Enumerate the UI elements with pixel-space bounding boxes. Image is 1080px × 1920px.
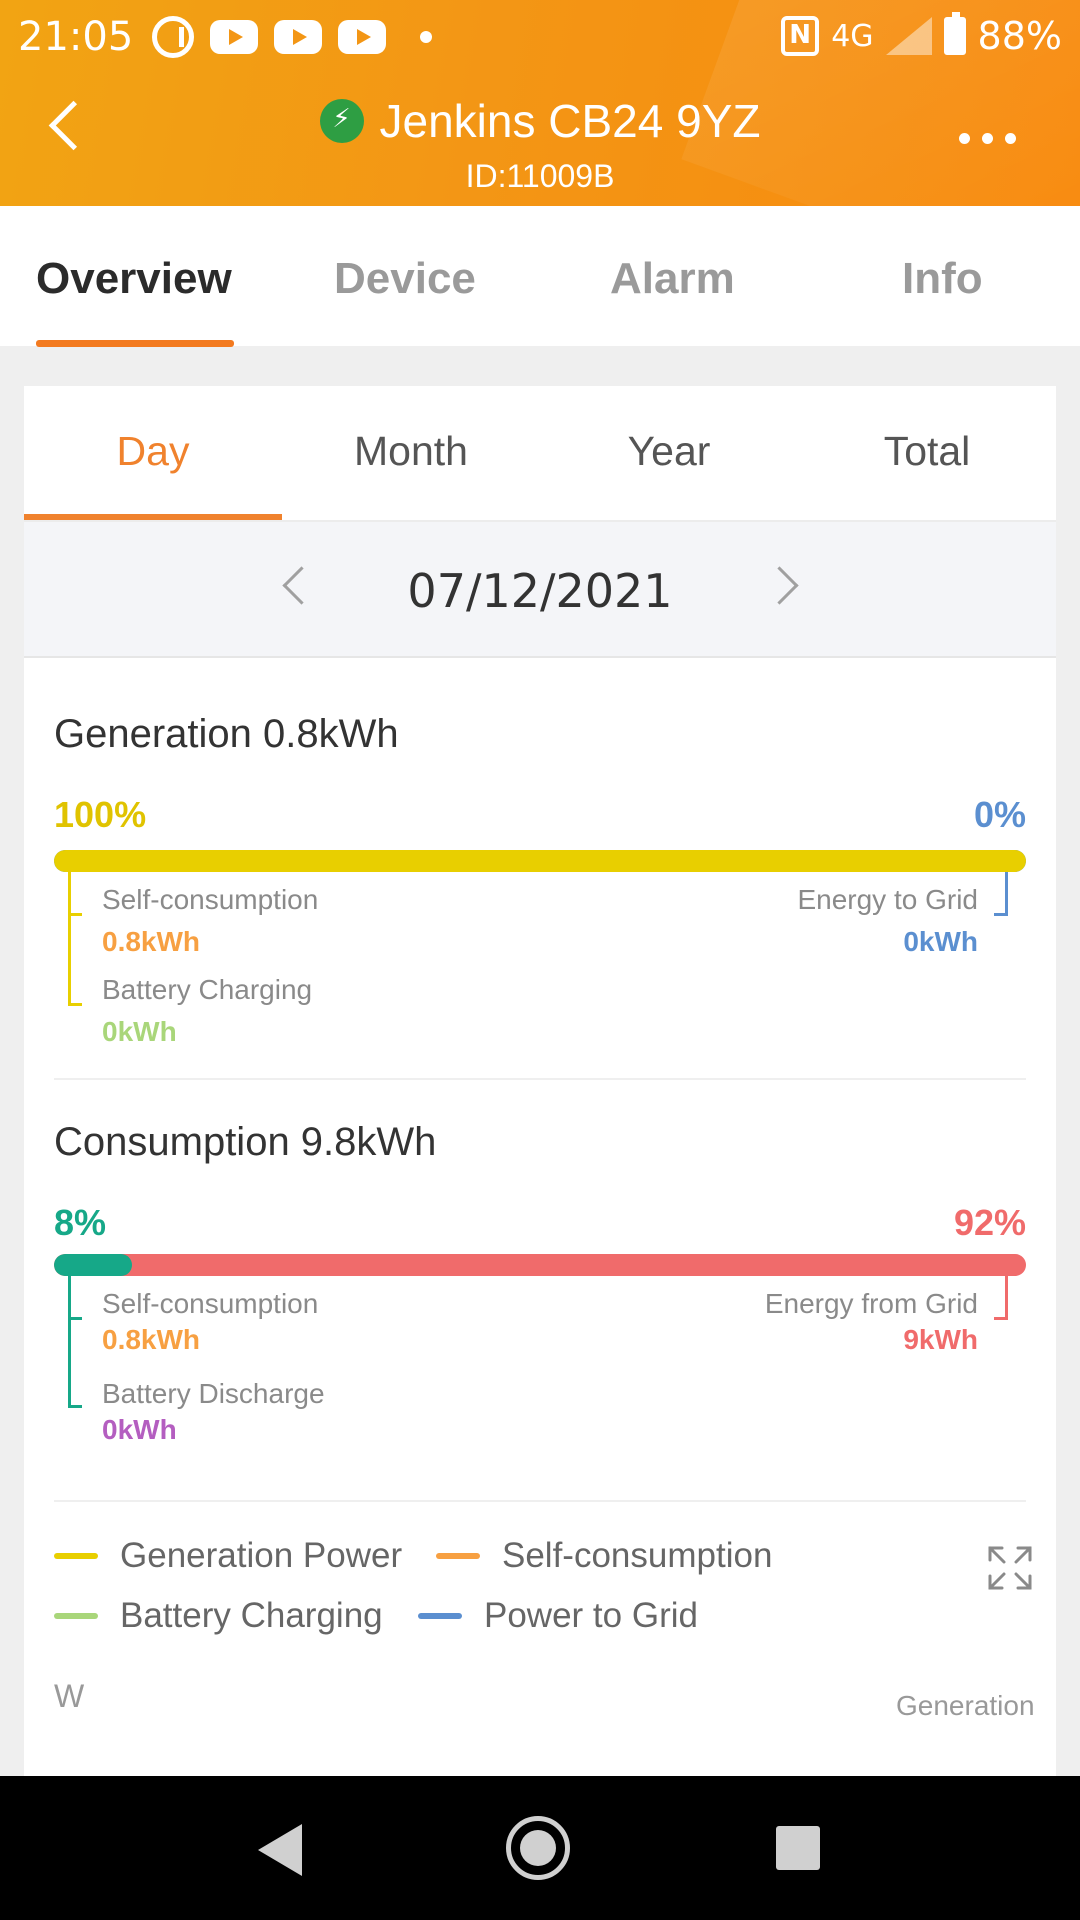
active-tab-indicator <box>36 340 234 347</box>
legend-battery-charging[interactable]: Battery Charging <box>54 1596 383 1636</box>
legend-swatch <box>54 1553 98 1559</box>
energy-from-grid-value: 9kWh <box>903 1324 978 1355</box>
youtube-icon <box>274 20 322 54</box>
generation-bracket <box>68 872 82 916</box>
generation-self-consumption-value: 0.8kWh <box>102 926 201 957</box>
tab-device[interactable]: Device <box>334 254 476 303</box>
consumption-bar <box>54 1254 1026 1276</box>
selected-date[interactable]: 07/12/2021 <box>407 564 673 618</box>
generation-grid-bracket <box>994 872 1008 916</box>
fullscreen-expand-icon[interactable] <box>986 1544 1034 1592</box>
battery-charging-value: 0kWh <box>102 1016 177 1047</box>
energy-to-grid-label: Energy to Grid <box>797 884 978 915</box>
battery-discharge-label: Battery Discharge <box>102 1378 325 1409</box>
legend-label: Battery Charging <box>120 1596 383 1635</box>
overview-card: Day Month Year Total 07/12/2021 Generati… <box>24 386 1056 1776</box>
consumption-bar-fill <box>54 1254 132 1276</box>
generation-bracket <box>68 914 82 1006</box>
tab-alarm[interactable]: Alarm <box>610 254 735 303</box>
tab-day[interactable]: Day <box>116 428 190 474</box>
tab-total[interactable]: Total <box>883 428 971 474</box>
battery-level: 88% <box>977 14 1062 58</box>
legend-label: Power to Grid <box>484 1596 698 1635</box>
tab-year[interactable]: Year <box>627 428 711 474</box>
page-title: Jenkins CB24 9YZ <box>379 95 761 147</box>
energy-from-grid-label: Energy from Grid <box>764 1288 978 1319</box>
nav-recents-icon[interactable] <box>776 1826 820 1870</box>
nav-back-icon[interactable] <box>258 1824 302 1876</box>
nav-home-icon[interactable] <box>506 1816 570 1880</box>
legend-generation-power[interactable]: Generation Power <box>54 1536 402 1576</box>
more-options-icon[interactable] <box>959 133 1016 144</box>
consumption-grid-bracket <box>994 1276 1008 1320</box>
battery-discharge-value: 0kWh <box>102 1414 177 1445</box>
consumption-grid-percent: 92% <box>953 1202 1026 1243</box>
youtube-icon <box>210 20 258 54</box>
notification-dot-icon <box>420 31 432 43</box>
chart-series-label: Generation <box>896 1690 1035 1721</box>
plant-id: ID:11009B <box>465 158 615 194</box>
legend-power-to-grid[interactable]: Power to Grid <box>418 1596 698 1636</box>
legend-label: Self-consumption <box>502 1536 773 1575</box>
status-time: 21:05 <box>18 14 134 60</box>
generation-self-consumption-label: Self-consumption <box>102 884 319 915</box>
active-period-indicator <box>24 514 282 520</box>
tab-month[interactable]: Month <box>354 428 468 474</box>
consumption-bracket <box>68 1276 82 1320</box>
youtube-icon <box>338 20 386 54</box>
energy-to-grid-value: 0kWh <box>903 926 978 957</box>
generation-bar-fill <box>54 850 1026 872</box>
section-divider <box>54 1078 1026 1080</box>
legend-label: Generation Power <box>120 1536 403 1575</box>
network-type: 4G <box>831 18 874 54</box>
status-bar: 21:05 N 4G 88% <box>0 0 1080 76</box>
nfc-icon: N <box>781 16 820 56</box>
generation-grid-percent: 0% <box>973 794 1026 835</box>
generation-bar <box>54 850 1026 872</box>
signal-icon <box>885 17 932 55</box>
battery-charging-icon <box>943 12 966 55</box>
title-area: Jenkins CB24 9YZ <box>0 94 1080 148</box>
app-header: 21:05 N 4G 88% Jenkins CB24 9YZ ID:11009… <box>0 0 1080 206</box>
legend-swatch <box>436 1553 480 1559</box>
generation-self-percent: 100% <box>54 794 147 835</box>
tab-info[interactable]: Info <box>902 254 983 303</box>
consumption-self-percent: 8% <box>54 1202 107 1243</box>
consumption-self-consumption-value: 0.8kWh <box>102 1324 201 1355</box>
chart-y-unit: W <box>54 1678 85 1714</box>
tab-overview[interactable]: Overview <box>36 254 232 303</box>
system-nav-bar <box>0 1776 1080 1920</box>
plant-status-icon <box>319 99 364 143</box>
legend-self-consumption[interactable]: Self-consumption <box>436 1536 772 1576</box>
period-tabs: Day Month Year Total <box>24 386 1056 522</box>
date-selector: 07/12/2021 <box>24 522 1056 658</box>
main-tabs: Overview Device Alarm Info <box>0 206 1080 347</box>
battery-charging-label: Battery Charging <box>102 974 313 1005</box>
legend-swatch <box>54 1613 98 1619</box>
section-divider <box>54 1500 1026 1502</box>
consumption-self-consumption-label: Self-consumption <box>102 1288 319 1319</box>
g-app-icon <box>152 16 194 58</box>
generation-title: Generation 0.8kWh <box>54 712 399 756</box>
legend-swatch <box>418 1613 462 1619</box>
notification-icons <box>152 16 432 58</box>
system-icons: N 4G 88% <box>781 12 1062 58</box>
consumption-bracket <box>68 1318 82 1408</box>
consumption-title: Consumption 9.8kWh <box>54 1120 437 1164</box>
